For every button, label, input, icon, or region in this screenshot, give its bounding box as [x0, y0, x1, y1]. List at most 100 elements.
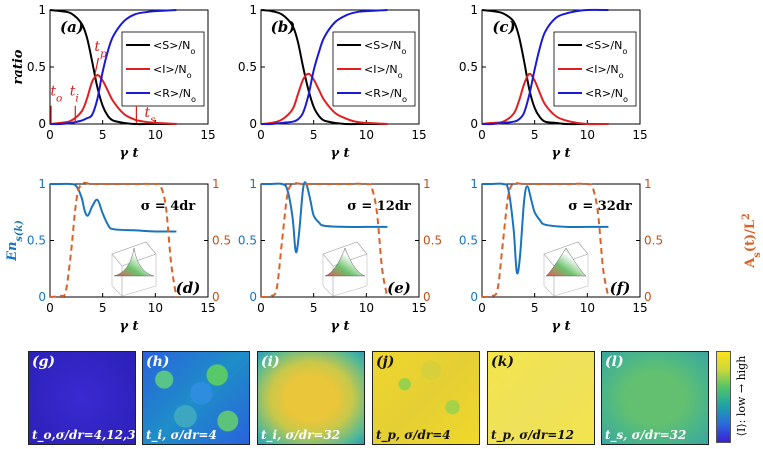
x-axis-label: γ t	[330, 146, 349, 161]
x-tick-label: 5	[531, 128, 539, 142]
y-right-tick-label: 0	[212, 290, 220, 304]
legend-entry: <R>/No	[585, 87, 628, 104]
area-ratio-line	[49, 181, 178, 298]
heatmap-label: (l)	[605, 354, 624, 370]
series-line-SNo	[260, 9, 388, 126]
x-tick-label: 15	[632, 128, 647, 142]
legend-entry: <R>/No	[364, 87, 407, 104]
y-right-tick-label: 0	[644, 290, 652, 304]
y-tick-label: 0.5	[459, 60, 478, 74]
series-line-INo	[481, 72, 609, 126]
energy-line	[482, 182, 609, 275]
heatmap-g: (g) t_o,σ/dr=4,12,32	[28, 351, 136, 445]
energy-line	[261, 181, 388, 254]
sigma-label: σ = 32dr	[568, 199, 632, 214]
surface-inset	[111, 241, 157, 297]
x-axis-label: γ t	[330, 319, 349, 334]
heatmap-label: (j)	[376, 354, 395, 370]
series-line-INo	[260, 72, 388, 125]
heatmap-caption: t_p, σ/dr=12	[491, 428, 574, 442]
x-tick-label: 5	[99, 128, 107, 142]
heatmap-caption: t_i, σ/dr=4	[146, 428, 217, 442]
heatmap-j: (j) t_p, σ/dr=4	[372, 351, 480, 445]
x-tick-label: 10	[580, 128, 595, 142]
x-tick-label: 5	[310, 301, 318, 315]
y-tick-label: 1	[249, 177, 257, 191]
y-tick-label: 0	[249, 290, 257, 304]
legend-entry: <R>/No	[153, 87, 196, 104]
panel-label: (c)	[492, 18, 515, 36]
colorbar	[716, 351, 731, 443]
x-tick-label: 15	[632, 301, 647, 315]
y-right-tick-label: 1	[423, 177, 431, 191]
surface-peak	[324, 247, 366, 277]
y-tick-label: 0.5	[459, 234, 478, 248]
annotation-tp: tp	[94, 39, 107, 60]
y-right-tick-label: 0.5	[423, 234, 442, 248]
y-tick-label: 0	[38, 117, 46, 131]
colorbar-label: ⟨I⟩: low → high	[735, 356, 748, 437]
y-right-tick-label: 0.5	[644, 234, 663, 248]
x-tick-label: 0	[257, 301, 265, 315]
inset-grid	[121, 253, 157, 297]
heatmap-l: (l) t_s, σ/dr=32	[601, 351, 709, 445]
heatmap-caption: t_p, σ/dr=4	[376, 428, 451, 442]
x-tick-label: 5	[310, 128, 318, 142]
area-ratio-line	[260, 182, 389, 298]
panel-label: (f)	[610, 279, 631, 297]
y-tick-label: 0	[470, 117, 478, 131]
y-axis-label-right: As(t)/L2	[741, 213, 763, 269]
x-tick-label: 10	[359, 301, 374, 315]
y-tick-label: 0	[249, 117, 257, 131]
heatmap-label: (g)	[32, 354, 56, 370]
legend-entry: <I>/No	[153, 63, 192, 80]
legend-entry: <I>/No	[585, 63, 624, 80]
x-tick-label: 10	[148, 301, 163, 315]
legend-entry: <I>/No	[364, 63, 403, 80]
x-tick-label: 0	[257, 128, 265, 142]
heatmap-k: (k) t_p, σ/dr=12	[487, 351, 595, 445]
energy-line	[50, 182, 177, 233]
panel-label: (d)	[176, 279, 201, 297]
surface-peak	[545, 247, 587, 277]
heatmap-h: (h) t_i, σ/dr=4	[142, 351, 250, 445]
heatmap-label: (k)	[491, 354, 514, 370]
x-tick-label: 0	[478, 128, 486, 142]
x-tick-label: 0	[46, 301, 54, 315]
legend-entry: <S>/No	[364, 39, 406, 56]
panel-label: (e)	[387, 279, 411, 297]
y-tick-label: 0	[38, 290, 46, 304]
heatmap-caption: t_s, σ/dr=32	[605, 428, 687, 442]
y-right-tick-label: 0.5	[212, 234, 231, 248]
annotation-ts: ts	[145, 105, 157, 126]
inset-grid	[553, 253, 589, 297]
y-right-tick-label: 1	[644, 177, 652, 191]
sigma-label: σ = 12dr	[347, 199, 411, 214]
x-tick-label: 15	[200, 301, 215, 315]
y-tick-label: 1	[249, 3, 257, 17]
x-tick-label: 15	[200, 128, 215, 142]
heatmap-i: (i) t_i, σ/dr=32	[257, 351, 365, 445]
y-tick-label: 0.5	[27, 60, 46, 74]
y-right-tick-label: 1	[212, 177, 220, 191]
heatmap-caption: t_i, σ/dr=32	[261, 428, 341, 442]
x-tick-label: 15	[411, 128, 426, 142]
series-line-RNo	[481, 8, 609, 126]
series-line-RNo	[49, 9, 177, 126]
x-axis-label: γ t	[551, 146, 570, 161]
x-tick-label: 0	[478, 301, 486, 315]
x-tick-label: 10	[148, 128, 163, 142]
x-tick-label: 0	[46, 128, 54, 142]
surface-peak	[113, 247, 155, 277]
y-tick-label: 0	[470, 290, 478, 304]
x-tick-label: 10	[580, 301, 595, 315]
legend-entry: <S>/No	[585, 39, 627, 56]
x-axis-label: γ t	[119, 146, 138, 161]
heatmap-caption: t_o,σ/dr=4,12,32	[32, 428, 136, 442]
y-tick-label: 1	[38, 3, 46, 17]
y-axis-label-left: Ens(k)	[5, 220, 25, 262]
series-line-SNo	[49, 9, 177, 126]
x-axis-label: γ t	[551, 319, 570, 334]
surface-inset	[543, 241, 589, 297]
